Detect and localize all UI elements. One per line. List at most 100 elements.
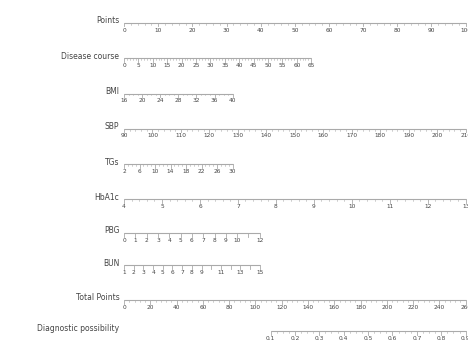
Text: 210: 210 [460,133,468,138]
Text: 65: 65 [307,63,315,68]
Text: 20: 20 [146,305,154,310]
Text: 18: 18 [183,169,190,174]
Text: 140: 140 [302,305,314,310]
Text: 3: 3 [156,238,160,243]
Text: 20: 20 [178,63,185,68]
Text: SBP: SBP [105,122,119,131]
Text: 5: 5 [160,204,164,209]
Text: 35: 35 [221,63,228,68]
Text: 5: 5 [137,63,140,68]
Text: 10: 10 [151,169,159,174]
Text: 170: 170 [346,133,358,138]
Text: 40: 40 [257,28,264,32]
Text: 2: 2 [132,270,136,275]
Text: TGs: TGs [105,157,119,167]
Text: 0: 0 [122,63,126,68]
Text: BMI: BMI [105,87,119,96]
Text: 15: 15 [163,63,171,68]
Text: 90: 90 [120,133,128,138]
Text: 20: 20 [139,98,146,103]
Text: 260: 260 [460,305,468,310]
Text: 5: 5 [161,270,165,275]
Text: 1: 1 [133,238,137,243]
Text: 0: 0 [122,28,126,32]
Text: 10: 10 [234,238,241,243]
Text: 0.2: 0.2 [290,336,300,341]
Text: HbA1c: HbA1c [95,193,119,202]
Text: 13: 13 [462,204,468,209]
Text: 4: 4 [151,270,155,275]
Text: 0.6: 0.6 [388,336,397,341]
Text: 80: 80 [226,305,233,310]
Text: 9: 9 [312,204,316,209]
Text: 0.7: 0.7 [412,336,422,341]
Text: PBG: PBG [104,226,119,235]
Text: 140: 140 [261,133,272,138]
Text: 120: 120 [204,133,215,138]
Text: 0.4: 0.4 [339,336,348,341]
Text: 90: 90 [428,28,435,32]
Text: 60: 60 [293,63,300,68]
Text: 160: 160 [318,133,329,138]
Text: 9: 9 [224,238,228,243]
Text: 30: 30 [223,28,230,32]
Text: 7: 7 [201,238,205,243]
Text: 0.9: 0.9 [461,336,468,341]
Text: 240: 240 [434,305,445,310]
Text: 26: 26 [213,169,221,174]
Text: 190: 190 [403,133,414,138]
Text: 7: 7 [180,270,184,275]
Text: 9: 9 [200,270,204,275]
Text: 10: 10 [154,28,162,32]
Text: 160: 160 [329,305,340,310]
Text: 15: 15 [256,270,263,275]
Text: 0.5: 0.5 [363,336,373,341]
Text: 25: 25 [192,63,200,68]
Text: 50: 50 [264,63,272,68]
Text: 36: 36 [211,98,218,103]
Text: 22: 22 [198,169,205,174]
Text: 100: 100 [460,28,468,32]
Text: 13: 13 [237,270,244,275]
Text: 120: 120 [276,305,287,310]
Text: 6: 6 [138,169,141,174]
Text: 100: 100 [147,133,158,138]
Text: 3: 3 [141,270,145,275]
Text: Points: Points [96,16,119,25]
Text: 45: 45 [250,63,257,68]
Text: 200: 200 [381,305,393,310]
Text: 180: 180 [355,305,366,310]
Text: 6: 6 [198,204,202,209]
Text: 150: 150 [289,133,300,138]
Text: 40: 40 [235,63,243,68]
Text: 200: 200 [431,133,443,138]
Text: 14: 14 [167,169,174,174]
Text: 24: 24 [156,98,164,103]
Text: Diagnostic possibility: Diagnostic possibility [37,324,119,334]
Text: 60: 60 [199,305,206,310]
Text: Total Points: Total Points [76,293,119,303]
Text: 6: 6 [171,270,174,275]
Text: 30: 30 [229,169,236,174]
Text: 180: 180 [375,133,386,138]
Text: 6: 6 [190,238,194,243]
Text: 0.8: 0.8 [437,336,446,341]
Text: 20: 20 [189,28,196,32]
Text: 220: 220 [408,305,419,310]
Text: 130: 130 [232,133,243,138]
Text: 16: 16 [120,98,128,103]
Text: 1: 1 [122,270,126,275]
Text: 8: 8 [190,270,194,275]
Text: 4: 4 [122,204,126,209]
Text: 8: 8 [274,204,278,209]
Text: 12: 12 [424,204,431,209]
Text: 5: 5 [179,238,183,243]
Text: 40: 40 [229,98,236,103]
Text: 0: 0 [122,238,126,243]
Text: 70: 70 [359,28,367,32]
Text: 11: 11 [386,204,394,209]
Text: 7: 7 [236,204,240,209]
Text: 8: 8 [212,238,216,243]
Text: 100: 100 [250,305,261,310]
Text: 80: 80 [394,28,401,32]
